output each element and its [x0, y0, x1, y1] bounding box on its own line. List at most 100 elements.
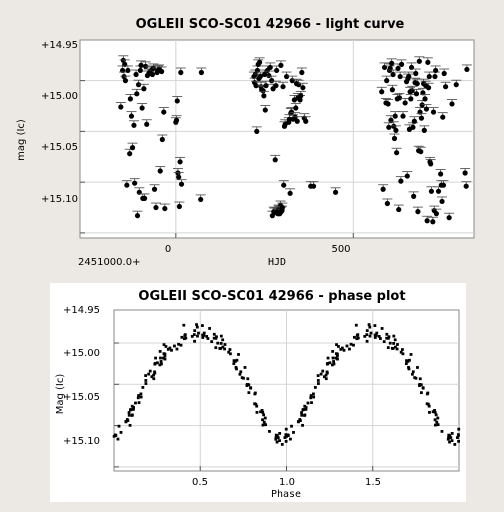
data-point [122, 65, 133, 74]
data-marker [137, 67, 143, 74]
data-marker [379, 337, 382, 340]
data-marker [312, 392, 315, 396]
data-marker [385, 336, 389, 340]
data-marker [441, 70, 447, 77]
data-point [129, 178, 140, 186]
data-marker [144, 379, 148, 382]
data-marker [163, 357, 167, 361]
data-marker [367, 323, 371, 326]
data-marker [312, 395, 316, 399]
data-marker [298, 93, 304, 99]
data-marker [393, 345, 397, 349]
data-marker [144, 121, 150, 127]
data-marker [449, 101, 455, 107]
data-marker [375, 331, 379, 335]
data-marker [178, 69, 184, 76]
data-marker [411, 193, 417, 199]
data-marker [345, 344, 349, 348]
data-marker [232, 359, 236, 363]
data-marker [127, 411, 131, 414]
data-marker [148, 369, 152, 373]
data-marker [335, 352, 339, 356]
data-marker [255, 404, 259, 408]
data-marker [136, 396, 140, 400]
data-marker [128, 423, 132, 427]
data-marker [190, 334, 194, 338]
data-marker [232, 362, 236, 365]
data-point [292, 116, 303, 124]
data-marker [384, 200, 390, 207]
data-marker [132, 408, 135, 411]
data-marker [253, 83, 259, 89]
data-point [255, 71, 266, 80]
data-marker [162, 356, 165, 360]
data-marker [322, 375, 326, 379]
data-marker [201, 333, 205, 337]
data-marker [332, 360, 335, 363]
data-marker [141, 386, 145, 389]
data-marker [297, 97, 303, 103]
data-point [411, 88, 422, 97]
data-marker [379, 89, 385, 95]
data-point [173, 172, 184, 180]
data-marker [450, 432, 454, 435]
data-marker [434, 413, 438, 417]
data-marker [434, 423, 437, 427]
data-marker [405, 359, 408, 363]
chart-title: OGLEII SCO-SC01 42966 - phase plot [138, 289, 405, 304]
data-point [270, 154, 281, 163]
data-marker [354, 323, 358, 327]
data-marker [156, 361, 159, 365]
data-marker [266, 72, 272, 79]
data-marker [208, 327, 211, 330]
data-point [381, 75, 392, 84]
data-marker [428, 410, 431, 414]
data-marker [223, 343, 227, 346]
y-axis-label: mag (Ic) [16, 119, 27, 161]
phase-plot-chart: OGLEII SCO-SC01 42966 - phase plot +14.9… [50, 283, 466, 502]
data-marker [380, 327, 384, 330]
data-marker [408, 96, 414, 102]
data-marker [228, 348, 232, 351]
data-marker [278, 432, 282, 435]
data-marker [219, 334, 223, 338]
data-marker [151, 186, 158, 192]
data-marker [290, 424, 293, 428]
data-marker [139, 395, 143, 399]
y-tick-label: +14.95 [41, 40, 78, 51]
data-marker [153, 204, 159, 211]
data-marker [234, 365, 238, 369]
data-marker [154, 356, 157, 360]
data-marker [283, 436, 287, 440]
data-marker [274, 67, 280, 74]
data-point [390, 125, 401, 133]
data-marker [373, 324, 377, 327]
data-marker [365, 333, 369, 337]
data-marker [215, 335, 218, 339]
data-marker [332, 189, 339, 195]
data-marker [235, 358, 239, 362]
data-marker [392, 334, 396, 338]
data-point [196, 67, 207, 76]
data-marker [463, 183, 469, 189]
data-marker [212, 336, 216, 340]
data-marker [134, 213, 141, 219]
data-marker [168, 346, 172, 350]
data-point [402, 171, 413, 179]
data-marker [433, 211, 439, 217]
data-marker [304, 406, 308, 409]
data-point [278, 180, 289, 188]
data-point [126, 111, 137, 119]
data-marker [175, 170, 181, 176]
data-marker [284, 439, 288, 443]
data-marker [135, 82, 142, 88]
data-marker [446, 437, 450, 441]
data-marker [335, 343, 338, 347]
data-point [258, 90, 269, 99]
data-marker [393, 338, 397, 342]
data-marker [149, 71, 156, 78]
data-marker [260, 88, 266, 94]
data-marker [407, 365, 410, 369]
data-marker [164, 345, 168, 348]
data-marker [142, 195, 148, 201]
